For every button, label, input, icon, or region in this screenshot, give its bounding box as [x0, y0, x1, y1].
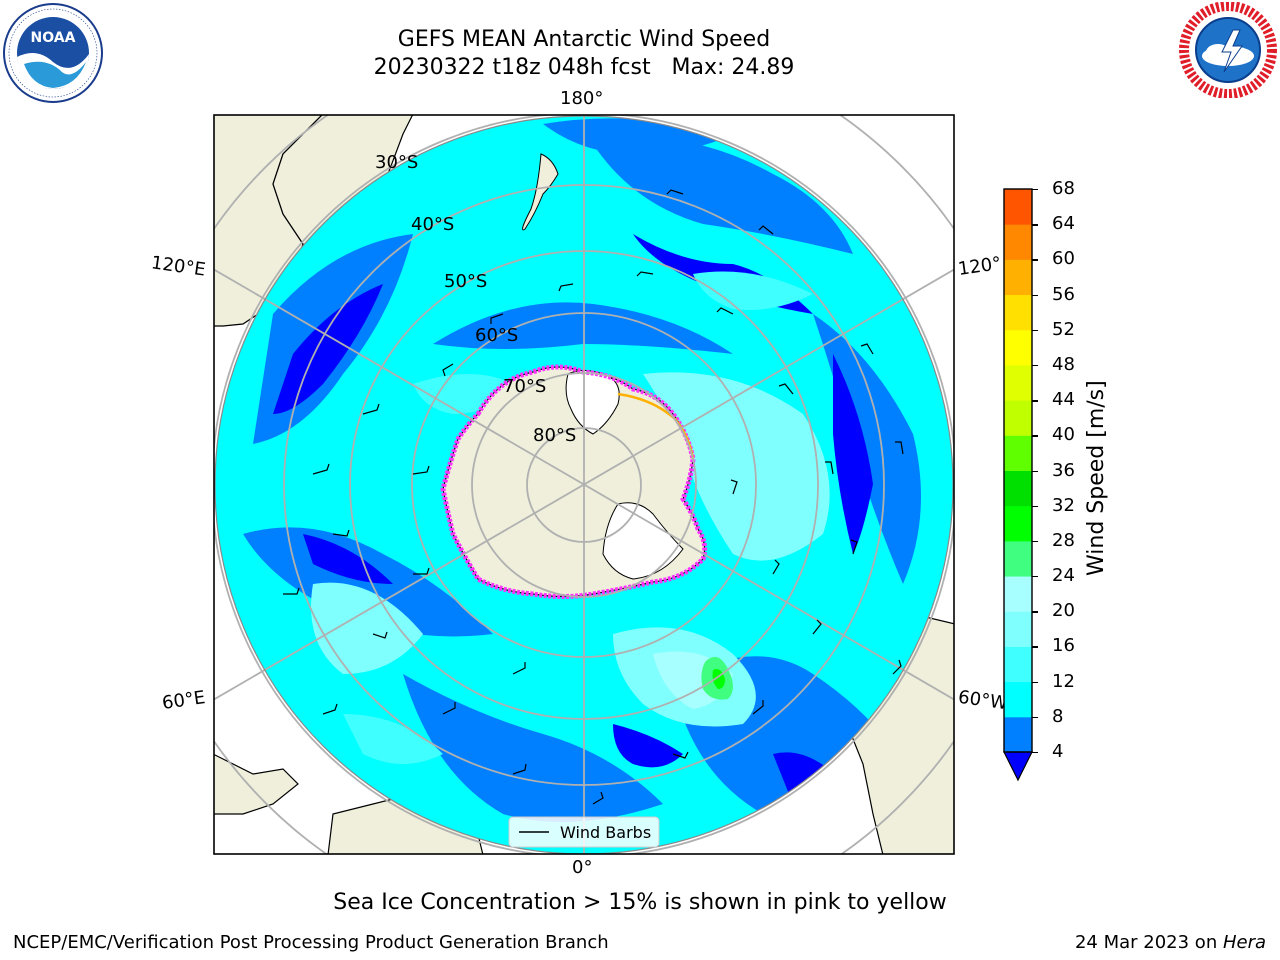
footer-machine: Hera [1222, 932, 1266, 953]
colorbar-tick-label: 60 [1052, 248, 1075, 270]
colorbar-tick-mark [1032, 189, 1038, 191]
colorbar-cell [1004, 435, 1032, 471]
colorbar-cell [1004, 716, 1032, 753]
colorbar-title: Wind Speed [m/s] [1084, 380, 1109, 576]
colorbar-under-arrow [1003, 751, 1033, 782]
noaa-logo-text: NOAA [31, 30, 76, 46]
lat-label-70s: 70°S [503, 376, 546, 397]
colorbar-tick-mark [1032, 435, 1038, 437]
colorbar-tick-label: 56 [1052, 283, 1075, 305]
colorbar-tick-mark [1032, 329, 1038, 332]
colorbar-tick-label: 36 [1052, 459, 1075, 481]
graticule [214, 115, 954, 854]
sea-ice-edge [440, 364, 708, 599]
colorbar-tick-label: 40 [1052, 424, 1075, 446]
colorbar-cell [1004, 470, 1032, 507]
colorbar-cell [1004, 681, 1032, 718]
map-title: GEFS MEAN Antarctic Wind Speed [397, 27, 771, 52]
colorbar-tick-mark [1032, 224, 1038, 226]
colorbar-tick-label: 28 [1052, 529, 1075, 551]
footer-date: 24 Mar 2023 on Hera [1075, 932, 1266, 953]
colorbar-tick-mark [1032, 681, 1038, 684]
colorbar-cell [1004, 400, 1032, 436]
colorbar-tick-label: 64 [1052, 213, 1075, 235]
colorbar-cell [1004, 540, 1032, 577]
colorbar-tick-label: 20 [1052, 600, 1075, 622]
colorbar-cell [1004, 224, 1032, 260]
colorbar-cell [1004, 576, 1032, 612]
colorbar-tick-mark [1032, 716, 1038, 719]
colorbar-tick-label: 68 [1052, 178, 1075, 199]
footer-branch: NCEP/EMC/Verification Post Processing Pr… [13, 932, 609, 953]
colorbar-cell [1004, 259, 1032, 296]
colorbar-tick-label: 44 [1052, 389, 1075, 411]
colorbar-cell [1004, 505, 1032, 542]
colorbar-tick-mark [1032, 646, 1038, 648]
colorbar-tick-label: 12 [1052, 670, 1075, 692]
legend-label: Wind Barbs [560, 823, 651, 842]
lon-label-120e: 120°E [149, 252, 207, 281]
colorbar-tick-label: 16 [1052, 635, 1075, 657]
colorbar-tick-label: 48 [1052, 353, 1075, 375]
footer-date-text: 24 Mar 2023 on [1074, 932, 1223, 953]
lat-label-60s: 60°S [475, 325, 518, 346]
colorbar-tick-mark [1032, 400, 1038, 402]
lon-label-60e: 60°E [160, 687, 207, 714]
colorbar-cell [1004, 364, 1032, 401]
colorbar-cell [1004, 329, 1032, 366]
colorbar-tick-mark [1032, 611, 1038, 613]
lon-label-0: 0° [572, 857, 593, 878]
wind-speed-colorbar [1003, 188, 1033, 782]
lat-label-80s: 80°S [533, 425, 576, 446]
lat-label-50s: 50°S [444, 271, 487, 292]
colorbar-tick-label: 24 [1052, 565, 1075, 587]
colorbar-tick-label: 8 [1052, 705, 1064, 727]
colorbar-tick-label: 4 [1052, 741, 1064, 762]
colorbar-tick-mark [1032, 294, 1038, 296]
colorbar-cell [1004, 189, 1032, 225]
colorbar-tick-label: 32 [1052, 494, 1075, 516]
sea-ice-caption: Sea Ice Concentration > 15% is shown in … [333, 890, 947, 915]
map-subtitle: 20230322 t18z 048h fcst Max: 24.89 [373, 55, 795, 80]
colorbar-cell [1004, 294, 1032, 331]
colorbar-tick-mark [1032, 752, 1038, 754]
lat-label-40s: 40°S [411, 214, 454, 235]
noaa-logo: NOAA [3, 3, 103, 103]
wind-barbs [283, 189, 904, 805]
colorbar-tick-mark [1032, 364, 1038, 367]
colorbar-tick-mark [1032, 576, 1038, 578]
lat-label-30s: 30°S [375, 152, 418, 173]
antarctic-wind-speed-map: 30°S 40°S 50°S 60°S 70°S 80°S Wind Barbs [213, 114, 955, 855]
colorbar-tick-label: 52 [1052, 318, 1075, 340]
colorbar-cell [1004, 611, 1032, 647]
colorbar-tick-mark [1032, 505, 1038, 508]
colorbar-tick-mark [1032, 470, 1038, 472]
national-weather-service-logo [1179, 2, 1277, 98]
colorbar-tick-mark [1032, 540, 1038, 543]
lon-label-180: 180° [560, 88, 604, 109]
wind-barbs-legend: Wind Barbs [508, 816, 660, 848]
colorbar-tick-mark [1032, 259, 1038, 261]
colorbar-cell [1004, 646, 1032, 683]
lon-label-120w: 120° [956, 253, 1003, 280]
